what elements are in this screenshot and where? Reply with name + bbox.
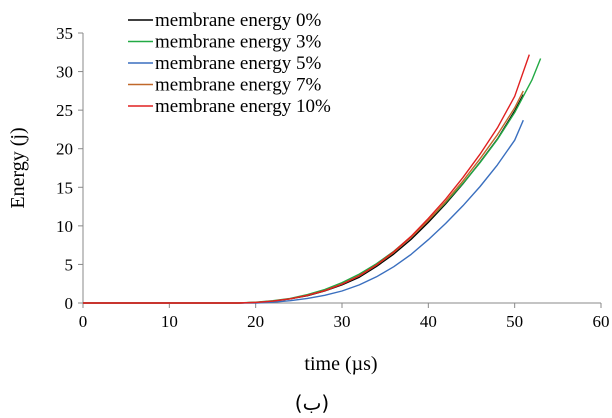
y-tick-label: 20	[56, 140, 73, 159]
x-tick-label: 50	[506, 312, 523, 331]
series-line-0	[83, 94, 524, 304]
legend-label: membrane energy 7%	[155, 75, 322, 96]
y-tick-label: 5	[65, 255, 74, 274]
x-tick-label: 40	[420, 312, 437, 331]
y-tick-label: 10	[56, 217, 73, 236]
legend: membrane energy 0%membrane energy 3%memb…	[128, 10, 331, 117]
x-axis-label: time (µs)	[304, 353, 377, 375]
y-tick-label: 35	[56, 24, 73, 43]
y-tick-label: 0	[65, 294, 74, 313]
figure-caption: (ب)	[295, 391, 329, 415]
legend-label: membrane energy 10%	[155, 96, 331, 117]
series-line-4	[83, 54, 530, 304]
x-tick-label: 60	[593, 312, 610, 331]
legend-label: membrane energy 0%	[155, 10, 322, 31]
x-tick-label: 10	[161, 312, 178, 331]
y-axis-label: Energy (j)	[7, 127, 29, 208]
y-tick-label: 15	[56, 178, 73, 197]
y-tick-label: 30	[56, 63, 73, 82]
x-tick-label: 30	[334, 312, 351, 331]
x-tick-label: 20	[247, 312, 264, 331]
legend-label: membrane energy 5%	[155, 53, 322, 74]
y-tick-label: 25	[56, 101, 73, 120]
series-line-2	[83, 119, 524, 304]
series-line-3	[83, 90, 524, 304]
x-tick-label: 0	[79, 312, 88, 331]
legend-label: membrane energy 3%	[155, 32, 322, 53]
